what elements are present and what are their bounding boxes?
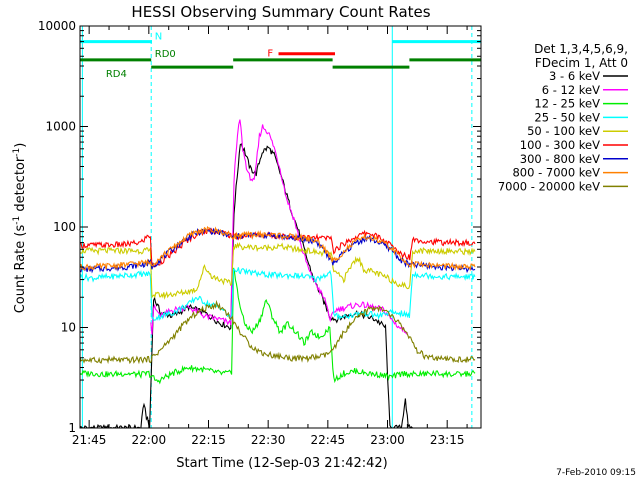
series-line-12to25keVkev (80, 267, 476, 385)
series-group (80, 119, 476, 428)
y-label-mid: detector (13, 156, 28, 216)
x-tick-label: 23:15 (430, 433, 465, 447)
legend-label: 25 - 50 keV (534, 110, 600, 124)
x-tick-label: 22:30 (251, 433, 286, 447)
legend-label: 300 - 800 keV (520, 152, 600, 166)
x-tick-label: 21:45 (72, 433, 107, 447)
y-label-sup-1: -1 (12, 216, 22, 225)
y-axis: 1 10 100 1000 10000 (38, 19, 481, 435)
flag-label-rd0: RD0 (155, 49, 176, 60)
legend-header-line-2: FDecim 1, Att 0 (535, 56, 628, 70)
legend-header-line-1: Det 1,3,4,5,6,9, (534, 42, 628, 56)
series-line-800to7000keVkev (80, 226, 476, 272)
flag-label-rd4: RD4 (106, 69, 127, 80)
series-line-7000to20000keVkev (80, 299, 476, 365)
x-tick-label: 23:00 (370, 433, 405, 447)
series-line-6to12keVkev (150, 119, 408, 335)
legend-label: 50 - 100 keV (527, 124, 600, 138)
series-line-3to6keVkev (80, 143, 413, 428)
legend-label: 100 - 300 keV (520, 138, 600, 152)
footer-timestamp: 7-Feb-2010 09:15 (556, 468, 636, 478)
x-axis: 21:45 22:00 22:15 22:30 22:45 23:00 23:15 (72, 26, 468, 447)
legend-label: 3 - 6 keV (549, 69, 600, 83)
y-tick-label: 10000 (38, 19, 76, 33)
plot-frame (79, 25, 482, 429)
flag-label-f: F (267, 49, 273, 60)
flag-label-n: N (155, 32, 162, 43)
legend-label: 7000 - 20000 keV (498, 179, 600, 193)
time-markers (81, 26, 473, 428)
y-label-main: Count Rate (s (13, 225, 28, 314)
x-axis-label: Start Time (12-Sep-03 21:42:42) (176, 456, 387, 471)
y-tick-label: 1000 (45, 120, 76, 134)
legend-label: 6 - 12 keV (542, 83, 600, 97)
x-tick-label: 22:45 (311, 433, 346, 447)
x-tick-label: 22:00 (132, 433, 167, 447)
series-line-50to100keVkev (80, 242, 476, 300)
y-tick-label: 100 (53, 220, 76, 234)
flag-bars: N F RD0 RD4 (80, 32, 481, 80)
legend-label: 12 - 25 keV (534, 97, 600, 111)
y-label-end: ) (13, 143, 28, 148)
legend-label: 800 - 7000 keV (512, 166, 600, 180)
y-axis-label: Count Rate (s-1 detector-1) (12, 143, 28, 314)
y-tick-label: 1 (68, 421, 76, 435)
series-line-25to50keVkev (80, 267, 476, 322)
chart-title: HESSI Observing Summary Count Rates (131, 3, 430, 21)
y-tick-label: 10 (61, 321, 76, 335)
y-label-sup-2: -1 (12, 148, 22, 157)
x-tick-label: 22:15 (191, 433, 226, 447)
legend: Det 1,3,4,5,6,9, FDecim 1, Att 0 3 - 6 k… (498, 42, 628, 193)
